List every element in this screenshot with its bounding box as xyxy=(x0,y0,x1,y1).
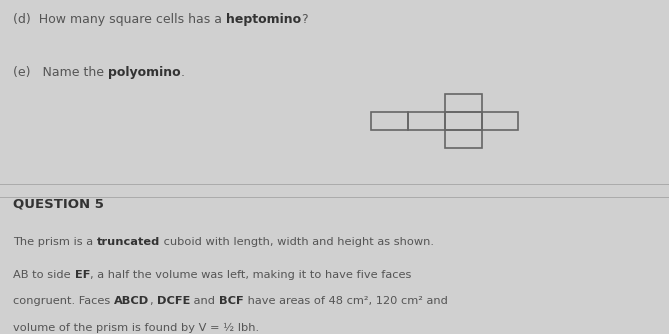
Text: QUESTION 5: QUESTION 5 xyxy=(13,197,104,210)
Text: ?: ? xyxy=(302,13,308,26)
Text: (e)   Name the: (e) Name the xyxy=(13,66,108,79)
Text: heptomino: heptomino xyxy=(226,13,302,26)
Text: AB to side: AB to side xyxy=(13,270,75,280)
Text: DCFE: DCFE xyxy=(157,296,190,306)
Text: EF: EF xyxy=(75,270,90,280)
Bar xyxy=(371,112,408,130)
Text: BCF: BCF xyxy=(219,296,244,306)
Bar xyxy=(482,112,518,130)
Text: (d)  How many square cells has a: (d) How many square cells has a xyxy=(13,13,226,26)
Bar xyxy=(445,112,482,130)
Text: have areas of 48 cm², 120 cm² and: have areas of 48 cm², 120 cm² and xyxy=(244,296,451,306)
Text: congruent. Faces: congruent. Faces xyxy=(13,296,114,306)
Text: polyomino: polyomino xyxy=(108,66,181,79)
Text: .: . xyxy=(181,66,185,79)
Text: The prism is a: The prism is a xyxy=(13,237,97,247)
Text: ,: , xyxy=(149,296,157,306)
Bar xyxy=(445,130,482,148)
Text: ABCD: ABCD xyxy=(114,296,149,306)
Text: volume of the prism is found by V = ½ lbh.: volume of the prism is found by V = ½ lb… xyxy=(13,322,260,333)
Text: and: and xyxy=(190,296,219,306)
Bar xyxy=(408,112,445,130)
Text: , a half the volume was left, making it to have five faces: , a half the volume was left, making it … xyxy=(90,270,411,280)
Text: cuboid with length, width and height as shown.: cuboid with length, width and height as … xyxy=(161,237,434,247)
Text: truncated: truncated xyxy=(97,237,161,247)
Bar xyxy=(445,94,482,112)
